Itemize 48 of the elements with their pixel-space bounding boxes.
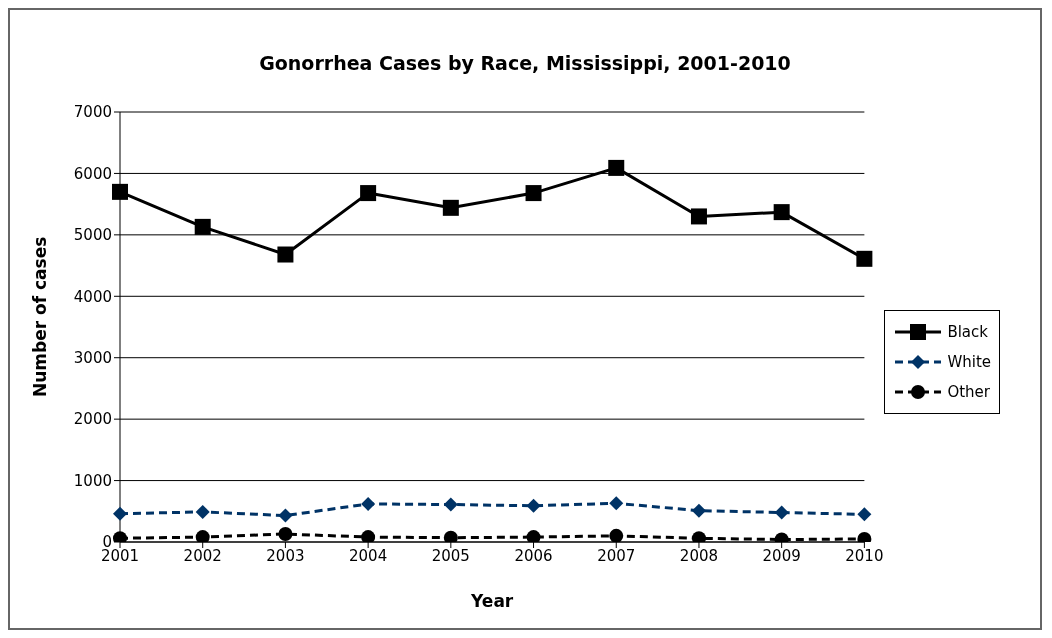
point: [691, 503, 706, 518]
point: [278, 508, 293, 523]
point: [361, 530, 376, 542]
point: [361, 496, 376, 511]
point: [774, 505, 789, 520]
point: [195, 504, 210, 519]
point: [526, 530, 541, 542]
point: [608, 159, 625, 176]
x-tick-label: 2010: [845, 546, 884, 565]
point: [443, 497, 458, 512]
point: [690, 208, 707, 225]
y-tick-label: 5000: [73, 226, 112, 245]
point: [278, 527, 293, 542]
x-tick-label: 2009: [762, 546, 801, 565]
y-tick-label: 1000: [73, 471, 112, 490]
point: [526, 498, 541, 513]
y-tick-label: 4000: [73, 287, 112, 306]
point: [525, 185, 542, 202]
y-tick-label: 7000: [73, 103, 112, 122]
point: [277, 246, 294, 263]
x-tick-label: 2002: [183, 546, 222, 565]
y-axis-title: Number of cases: [30, 236, 51, 397]
point: [773, 204, 790, 221]
legend-label: Other: [947, 383, 990, 401]
x-tick-label: 2007: [597, 546, 636, 565]
point: [360, 185, 377, 202]
x-tick-label: 2005: [431, 546, 470, 565]
x-tick-label: 2006: [514, 546, 553, 565]
point: [856, 250, 873, 267]
legend-label: Black: [947, 323, 988, 341]
point: [609, 496, 624, 511]
point: [194, 218, 211, 235]
y-tick-label: 2000: [73, 410, 112, 429]
y-tick-label: 6000: [73, 164, 112, 183]
x-tick-label: 2003: [266, 546, 305, 565]
point: [195, 530, 210, 542]
chart-title: Gonorrhea Cases by Race, Mississippi, 2001-2010: [258, 52, 792, 76]
legend-label: White: [947, 353, 991, 371]
point: [112, 183, 128, 200]
point: [609, 528, 624, 542]
x-tick-label: 2008: [679, 546, 719, 565]
x-tick-label: 2004: [349, 546, 388, 565]
point: [443, 530, 458, 542]
point: [442, 199, 459, 216]
x-axis-title: Year: [470, 591, 514, 611]
point: [113, 506, 127, 521]
y-tick-label: 3000: [73, 349, 112, 368]
point: [857, 507, 872, 522]
